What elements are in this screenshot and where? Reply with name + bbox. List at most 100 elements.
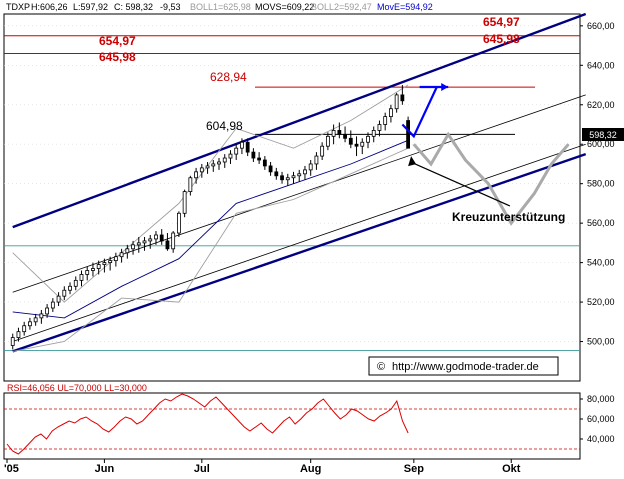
candle-body [62, 289, 67, 297]
header-move: MovE=594,92 [377, 2, 433, 12]
candle-body [102, 262, 107, 265]
header-symbol: TDXP [6, 2, 30, 12]
candle-body [251, 151, 256, 159]
candle-body [119, 252, 124, 258]
horizontal-gridlines [4, 25, 580, 342]
candle-body [22, 325, 27, 333]
candle-body [217, 161, 221, 165]
candle-body [222, 157, 227, 163]
candle-body [262, 159, 267, 167]
candle-body [125, 248, 130, 254]
channel-upper-line [12, 12, 587, 229]
candle-body [234, 147, 239, 155]
rsi-indicator: 40,000 60,000 80,000 [4, 393, 615, 455]
candle-body [73, 279, 78, 287]
candle-body [348, 137, 353, 145]
candle-body [159, 234, 164, 242]
candle-body [394, 94, 399, 110]
rsi-tick-label: 40,000 [587, 434, 615, 444]
candle-body [257, 157, 262, 161]
candle-body [45, 307, 50, 315]
candle-body [131, 244, 135, 250]
candle-body [113, 256, 118, 262]
candle-body [354, 143, 359, 147]
candle-body [194, 171, 198, 179]
candles [10, 85, 411, 350]
candle-body [171, 232, 176, 250]
annotation-pointer [410, 161, 511, 207]
candle-body [79, 274, 84, 281]
last-price-value: 598,32 [589, 130, 617, 140]
candle-body [297, 173, 302, 177]
candle-body [343, 133, 347, 139]
channel-inner-upper-line [12, 94, 586, 293]
price-panel-frame [3, 13, 581, 382]
candle-body [91, 268, 95, 271]
time-axis-labels: '05 Jun Jul Aug Sep Okt [4, 459, 521, 475]
candle-body [50, 301, 55, 309]
horizontal-levels [4, 35, 580, 351]
x-tick-label: '05 [4, 463, 19, 475]
candle-body [268, 165, 273, 173]
y-tick-label: 580,00 [587, 179, 615, 189]
candle-body [148, 238, 153, 242]
header-boll1: BOLL1=625,98 [190, 2, 251, 12]
candle-body [383, 116, 388, 125]
candle-body [303, 169, 307, 175]
forecast-arrow-down-up [401, 86, 438, 139]
moving-average-line [12, 139, 409, 319]
candle-body [291, 175, 296, 179]
header-close: C: 598,32 [114, 2, 153, 12]
candle-body [325, 135, 330, 147]
candle-body [240, 141, 244, 149]
last-price-tag [582, 128, 624, 141]
y-tick-label: 660,00 [587, 21, 615, 31]
bollinger-lower-line [12, 147, 409, 352]
candle-body [28, 321, 32, 327]
candle-body [314, 155, 319, 165]
header-high: H:606,26 [31, 2, 68, 12]
candle-body [280, 175, 284, 181]
y-tick-label: 640,00 [587, 60, 615, 70]
candle-body [371, 130, 376, 137]
annotation-arrowhead [408, 156, 417, 167]
candle-body [285, 177, 290, 181]
rsi-label: RSI=46,056 UL=70,000 LL=30,000 [7, 383, 147, 393]
candle-body [199, 167, 204, 173]
y-tick-label: 620,00 [587, 100, 615, 110]
candle-body [68, 285, 72, 291]
candle-body [400, 94, 405, 102]
candle-body [308, 163, 313, 171]
y-tick-label: 540,00 [587, 258, 615, 268]
forecast-arrowhead [441, 83, 449, 92]
candle-body [33, 317, 38, 323]
candle-body [56, 295, 61, 303]
candle-body [360, 141, 365, 147]
y-tick-label: 520,00 [587, 297, 615, 307]
level-label-right-645: 645,98 [483, 32, 520, 46]
candle-body [10, 337, 15, 346]
candle-body [228, 153, 233, 159]
forecast-path [412, 131, 570, 226]
price-axis-ticks: 500,00 520,00 540,00 560,00 580,00 600,00 620,… [580, 21, 615, 347]
candle-body [39, 313, 44, 319]
candle-body [389, 108, 393, 118]
level-label-left-654: 654,97 [99, 34, 136, 48]
header-low: L:597,92 [73, 2, 108, 12]
candle-body [85, 270, 90, 275]
y-tick-label: 600,00 [587, 139, 615, 149]
rsi-line [6, 393, 409, 455]
header-boll2: BOLL2=592,47 [311, 2, 372, 12]
rsi-panel-frame [3, 392, 581, 460]
candle-body [205, 165, 210, 169]
x-tick-label: Sep [404, 463, 424, 475]
candle-body [154, 234, 158, 240]
x-tick-label: Jun [95, 463, 115, 475]
forecast-arrows [401, 83, 449, 139]
candle-body [165, 240, 170, 250]
x-tick-label: Okt [502, 463, 521, 475]
candle-body [136, 242, 141, 246]
candle-body [337, 130, 342, 135]
candle-body [211, 163, 216, 167]
